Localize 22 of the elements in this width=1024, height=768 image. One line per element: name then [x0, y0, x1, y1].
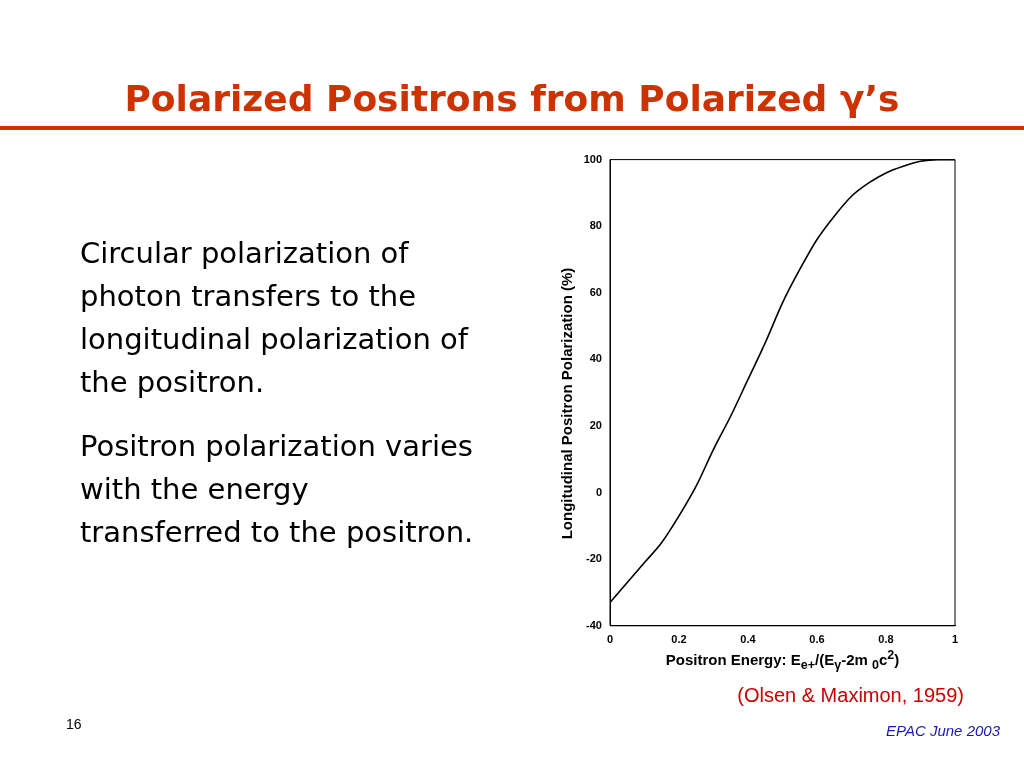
- text: Positron Energy: E$_{e+}$/(E$_{γ}$-2m $_{0}$c$^{2}$): [665, 648, 900, 672]
- text: 16: [66, 716, 82, 732]
- text: EPAC June 2003: [886, 722, 1000, 739]
- y-tick-label: -40: [586, 618, 602, 631]
- y-tick-label: 40: [589, 352, 602, 365]
- y-axis-title: Longitudinal Positron Polarization (%): [557, 266, 575, 542]
- y-tick-label: -20: [586, 552, 602, 565]
- x-tick-label: 0.6: [809, 633, 825, 646]
- y-tick-label: 60: [589, 285, 602, 298]
- text: (Olsen & Maximon, 1959): [737, 684, 964, 707]
- text: Circular polarization of photon transfers to the longitudinal polarization of the positron.: [80, 235, 470, 401]
- x-tick-label: 0.2: [671, 633, 687, 646]
- x-tick-label: 1: [951, 633, 959, 646]
- chart-title: Polarized Positrons from Polarized γ’s: [123, 78, 901, 119]
- y-tick-label: 80: [589, 219, 602, 232]
- x-tick-label: 0.8: [878, 633, 894, 646]
- y-tick-label: 0: [595, 485, 602, 498]
- x-tick-label: 0: [606, 633, 614, 646]
- x-tick-label: 0.4: [740, 633, 757, 646]
- text: Positron polarization varies with the energy transferred to the positron.: [80, 428, 475, 551]
- y-tick-label: 20: [589, 419, 602, 432]
- y-tick-label: 100: [583, 152, 602, 165]
